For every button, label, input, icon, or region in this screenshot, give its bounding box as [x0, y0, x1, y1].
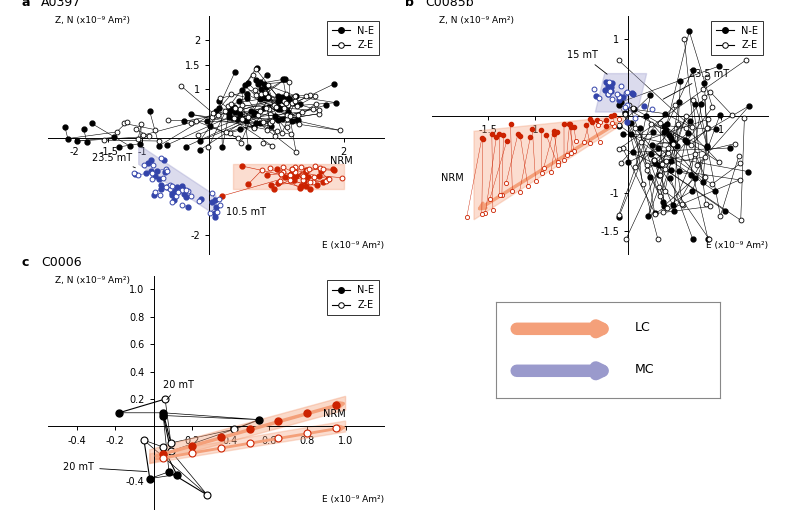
Legend: N-E, Z-E: N-E, Z-E: [327, 21, 379, 55]
Text: A0397: A0397: [42, 0, 82, 10]
Polygon shape: [474, 116, 623, 220]
Text: LC: LC: [635, 321, 650, 333]
Text: 20 mT: 20 mT: [63, 462, 147, 472]
Text: E (x10⁻⁹ Am²): E (x10⁻⁹ Am²): [322, 241, 384, 250]
Text: 10.5 mT: 10.5 mT: [219, 204, 266, 217]
Polygon shape: [595, 74, 646, 112]
Text: c: c: [21, 257, 29, 269]
Text: b: b: [405, 0, 414, 10]
Text: NRM: NRM: [330, 156, 353, 166]
Text: Z, N (x10⁻⁹ Am²): Z, N (x10⁻⁹ Am²): [54, 276, 130, 285]
Text: Z, N (x10⁻⁹ Am²): Z, N (x10⁻⁹ Am²): [54, 16, 130, 25]
Text: 15 mT: 15 mT: [567, 50, 607, 74]
Text: C0006: C0006: [42, 257, 82, 269]
Text: a: a: [21, 0, 30, 10]
Polygon shape: [138, 145, 216, 216]
Text: E (x10⁻⁹ Am²): E (x10⁻⁹ Am²): [322, 495, 384, 504]
Polygon shape: [150, 396, 346, 464]
Legend: N-E, Z-E: N-E, Z-E: [327, 280, 379, 315]
Text: C0085b: C0085b: [426, 0, 474, 10]
Text: E (x10⁻⁹ Am²): E (x10⁻⁹ Am²): [706, 241, 768, 250]
Text: MC: MC: [635, 363, 654, 376]
Text: NRM: NRM: [442, 173, 464, 183]
Text: Z, N (x10⁻⁹ Am²): Z, N (x10⁻⁹ Am²): [438, 16, 514, 25]
Polygon shape: [150, 421, 346, 464]
Text: 20 mT: 20 mT: [163, 380, 194, 400]
Legend: N-E, Z-E: N-E, Z-E: [711, 21, 763, 55]
Text: NRM: NRM: [322, 409, 346, 419]
Text: 23.5 mT: 23.5 mT: [663, 69, 729, 99]
Text: 23.5 mT: 23.5 mT: [92, 153, 135, 168]
